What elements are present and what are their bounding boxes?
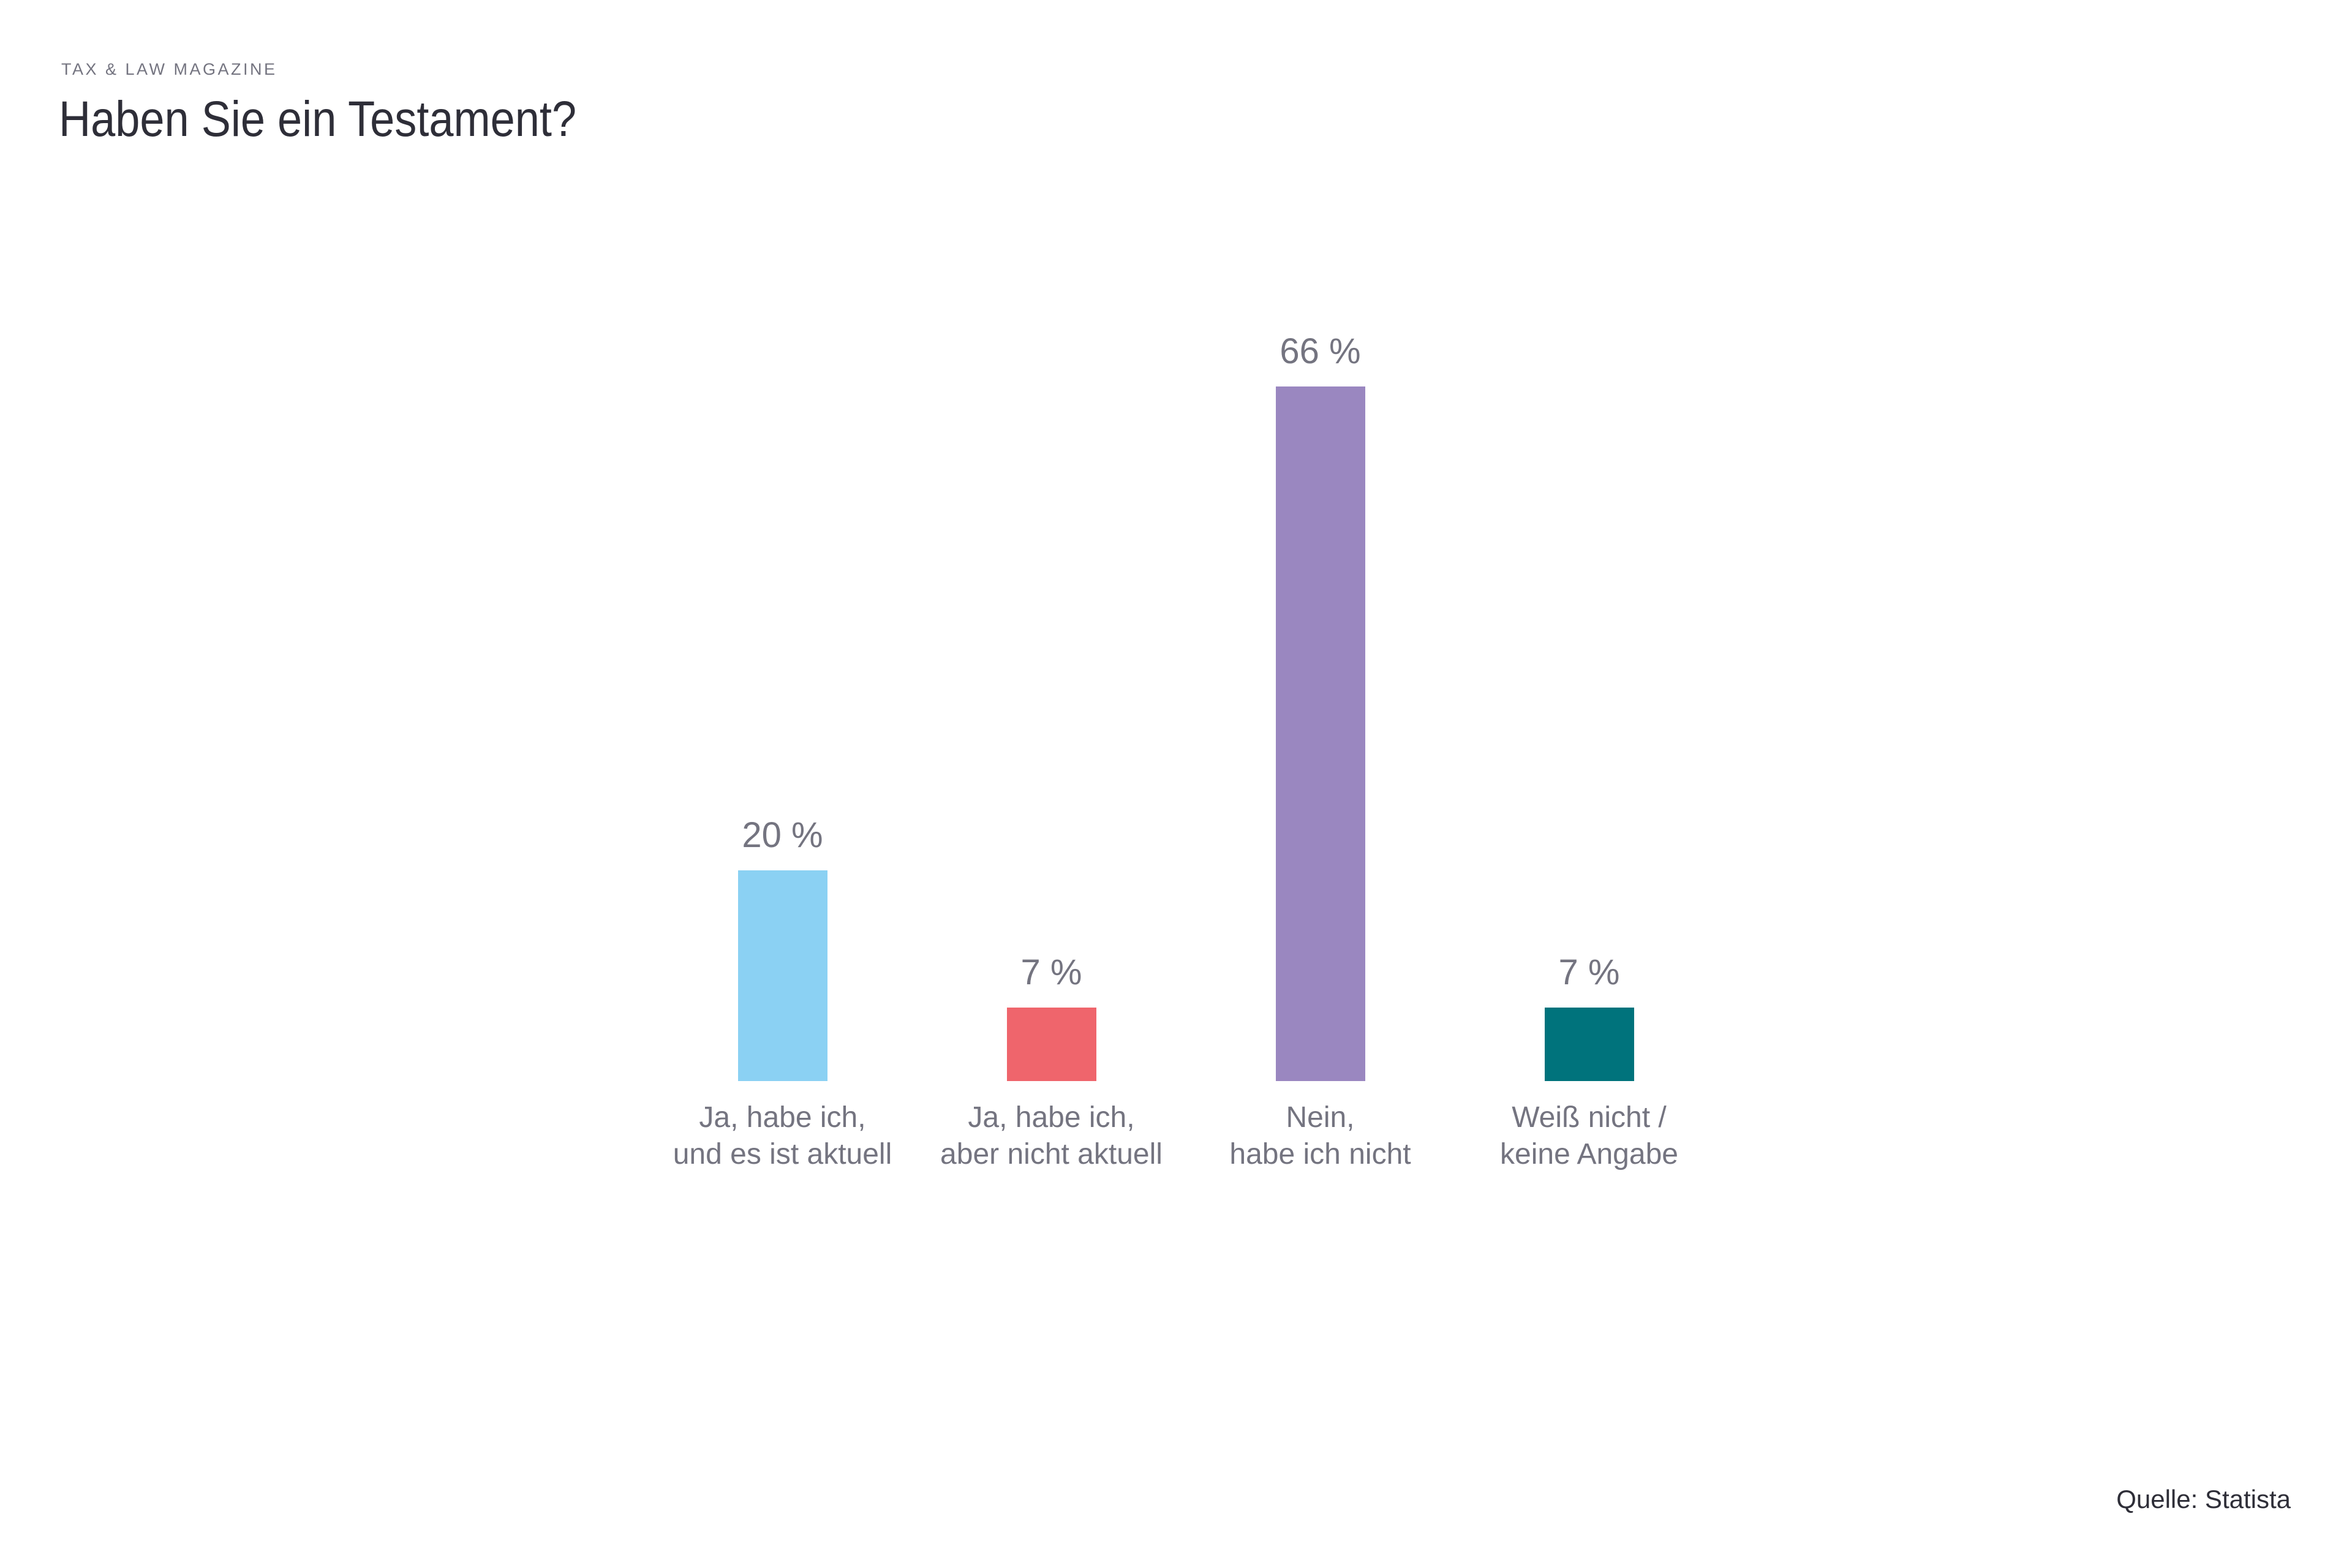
bar-category-label: Ja, habe ich, aber nicht aktuell [940,1101,1163,1170]
bar-plot-area: 7 % [917,0,1186,1081]
bar-chart: 20 % Ja, habe ich, und es ist aktuell 7 % Ja… [648,0,1724,1173]
magazine-eyebrow: TAX & LAW MAGAZINE [61,60,277,78]
bar-category-label: Weiß nicht / keine Angabe [1500,1101,1678,1170]
bar [1544,1008,1634,1081]
bar-value-label: 7 % [1020,952,1082,992]
bar-column: 20 % Ja, habe ich, und es ist aktuell [648,0,917,1173]
bar-category-label: Ja, habe ich, und es ist aktuell [673,1101,892,1170]
bar [737,870,827,1081]
bar-column: 7 % Weiß nicht / keine Angabe [1455,0,1724,1173]
bar [1275,386,1365,1081]
source-credit: Quelle: Statista [2116,1485,2291,1513]
bar-value-label: 66 % [1280,331,1361,371]
bar-value-label: 20 % [742,815,823,855]
bar-column: 7 % Ja, habe ich, aber nicht aktuell [917,0,1186,1173]
bar-plot-area: 7 % [1455,0,1724,1081]
bar-plot-area: 20 % [648,0,917,1081]
bar-column: 66 % Nein, habe ich nicht [1186,0,1455,1173]
bar-plot-area: 66 % [1186,0,1455,1081]
bar-value-label: 7 % [1558,952,1620,992]
page-title: Haben Sie ein Testament? [59,91,577,147]
bar [1006,1008,1096,1081]
bar-category-label: Nein, habe ich nicht [1229,1101,1411,1170]
